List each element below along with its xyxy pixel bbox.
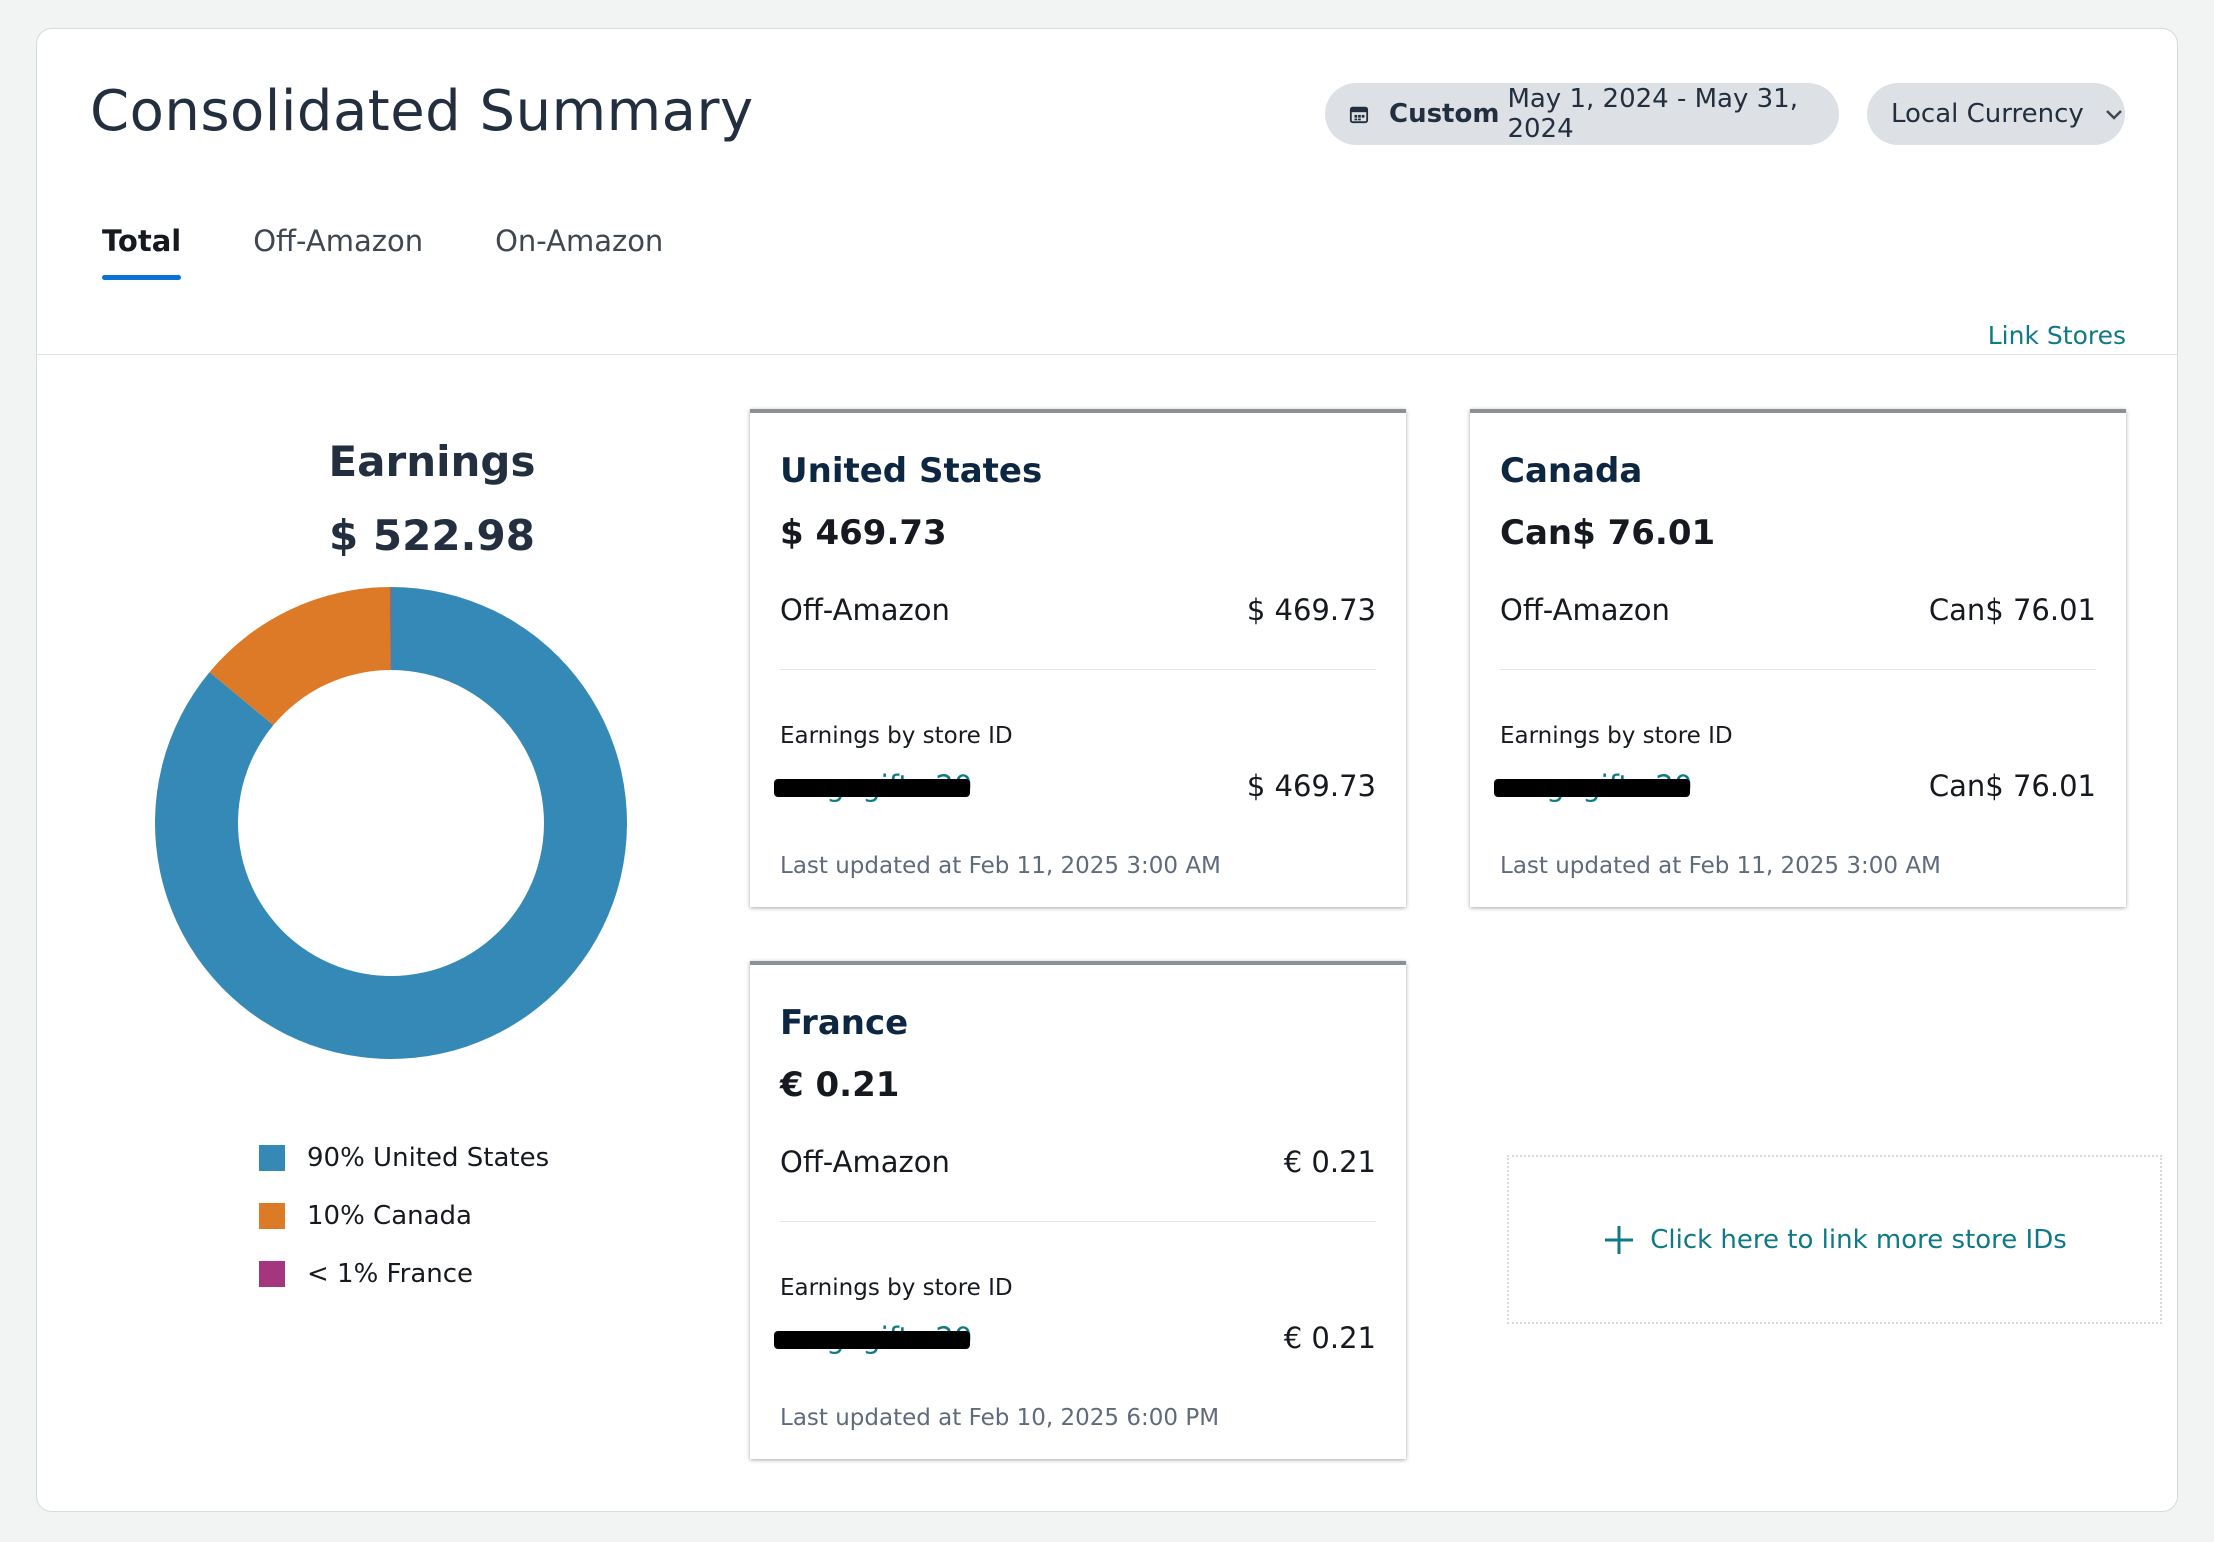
off-amazon-label: Off-Amazon <box>780 1145 950 1179</box>
earnings-title: Earnings <box>328 437 536 486</box>
card-amount: $ 469.73 <box>780 513 947 553</box>
store-id-link[interactable]: megagifts-20 <box>1494 769 1692 803</box>
card-divider <box>780 1221 1376 1222</box>
redaction-bar <box>774 779 970 797</box>
off-amazon-row: Off-Amazon $ 469.73 <box>780 593 1376 627</box>
card-divider <box>780 669 1376 670</box>
tab-total[interactable]: Total <box>102 224 182 280</box>
store-id-heading: Earnings by store ID <box>780 1275 1013 1301</box>
store-id-link[interactable]: megagifts-20 <box>774 769 972 803</box>
store-id-row: megagifts-20 € 0.21 <box>774 1321 1376 1355</box>
last-updated: Last updated at Feb 11, 2025 3:00 AM <box>1500 853 1941 879</box>
card-country: Canada <box>1500 451 1643 491</box>
date-range-label: May 1, 2024 - May 31, 2024 <box>1507 84 1798 144</box>
consolidated-summary-panel: Consolidated Summary Custom May 1, 2024 … <box>36 28 2178 1512</box>
legend-label: 90% United States <box>307 1143 550 1173</box>
link-more-label: Click here to link more store IDs <box>1650 1224 2067 1255</box>
legend-swatch-united-states <box>259 1145 285 1171</box>
calendar-icon <box>1349 106 1369 124</box>
legend-swatch-france <box>259 1261 285 1287</box>
date-range-button[interactable]: Custom May 1, 2024 - May 31, 2024 <box>1325 83 1839 145</box>
header-divider <box>37 354 2177 355</box>
link-stores-link[interactable]: Link Stores <box>1987 321 2126 350</box>
store-id-heading: Earnings by store ID <box>780 723 1013 749</box>
off-amazon-value: $ 469.73 <box>1246 593 1376 627</box>
legend-item-united-states: 90% United States <box>259 1129 549 1187</box>
country-card-france: France € 0.21 Off-Amazon € 0.21 Earnings… <box>750 961 1406 1459</box>
store-id-heading: Earnings by store ID <box>1500 723 1733 749</box>
country-card-united-states: United States $ 469.73 Off-Amazon $ 469.… <box>750 409 1406 907</box>
legend-label: < 1% France <box>307 1259 474 1289</box>
tab-on-amazon[interactable]: On-Amazon <box>495 224 664 258</box>
earnings-donut-chart <box>155 587 627 1059</box>
currency-label: Local Currency <box>1891 99 2084 129</box>
link-more-store-ids-button[interactable]: Click here to link more store IDs <box>1507 1155 2162 1324</box>
off-amazon-label: Off-Amazon <box>780 593 950 627</box>
off-amazon-row: Off-Amazon € 0.21 <box>780 1145 1376 1179</box>
card-amount: € 0.21 <box>780 1065 900 1105</box>
country-card-canada: Canada Can$ 76.01 Off-Amazon Can$ 76.01 … <box>1470 409 2126 907</box>
chevron-down-icon <box>2105 110 2122 120</box>
store-id-value: $ 469.73 <box>1246 769 1376 803</box>
card-divider <box>1500 669 2096 670</box>
earnings-total: $ 522.98 <box>329 511 535 560</box>
store-id-value: Can$ 76.01 <box>1928 769 2096 803</box>
legend-item-france: < 1% France <box>259 1245 549 1303</box>
store-id-link[interactable]: megagifts-20 <box>774 1321 972 1355</box>
legend-label: 10% Canada <box>307 1201 472 1231</box>
store-id-row: megagifts-20 $ 469.73 <box>774 769 1376 803</box>
date-mode-label: Custom <box>1388 99 1500 129</box>
last-updated: Last updated at Feb 10, 2025 6:00 PM <box>780 1405 1220 1431</box>
donut-slice-canada <box>209 587 391 726</box>
redaction-bar <box>1494 779 1690 797</box>
earnings-legend: 90% United States 10% Canada < 1% France <box>259 1129 549 1303</box>
off-amazon-value: € 0.21 <box>1283 1145 1376 1179</box>
card-amount: Can$ 76.01 <box>1500 513 1716 553</box>
last-updated: Last updated at Feb 11, 2025 3:00 AM <box>780 853 1221 879</box>
store-id-value: € 0.21 <box>1283 1321 1376 1355</box>
redaction-bar <box>774 1331 970 1349</box>
store-id-row: megagifts-20 Can$ 76.01 <box>1494 769 2096 803</box>
plus-icon <box>1605 1225 1634 1254</box>
legend-swatch-canada <box>259 1203 285 1229</box>
off-amazon-row: Off-Amazon Can$ 76.01 <box>1500 593 2096 627</box>
summary-tabs: Total Off-Amazon On-Amazon <box>102 224 735 280</box>
card-country: United States <box>780 451 1043 491</box>
page-title: Consolidated Summary <box>90 79 754 144</box>
off-amazon-label: Off-Amazon <box>1500 593 1670 627</box>
off-amazon-value: Can$ 76.01 <box>1928 593 2096 627</box>
legend-item-canada: 10% Canada <box>259 1187 549 1245</box>
card-country: France <box>780 1003 909 1043</box>
donut-slice-france <box>390 587 391 671</box>
donut-slice-united-states <box>155 587 627 1059</box>
tab-off-amazon[interactable]: Off-Amazon <box>253 224 424 258</box>
currency-dropdown[interactable]: Local Currency <box>1867 83 2125 145</box>
